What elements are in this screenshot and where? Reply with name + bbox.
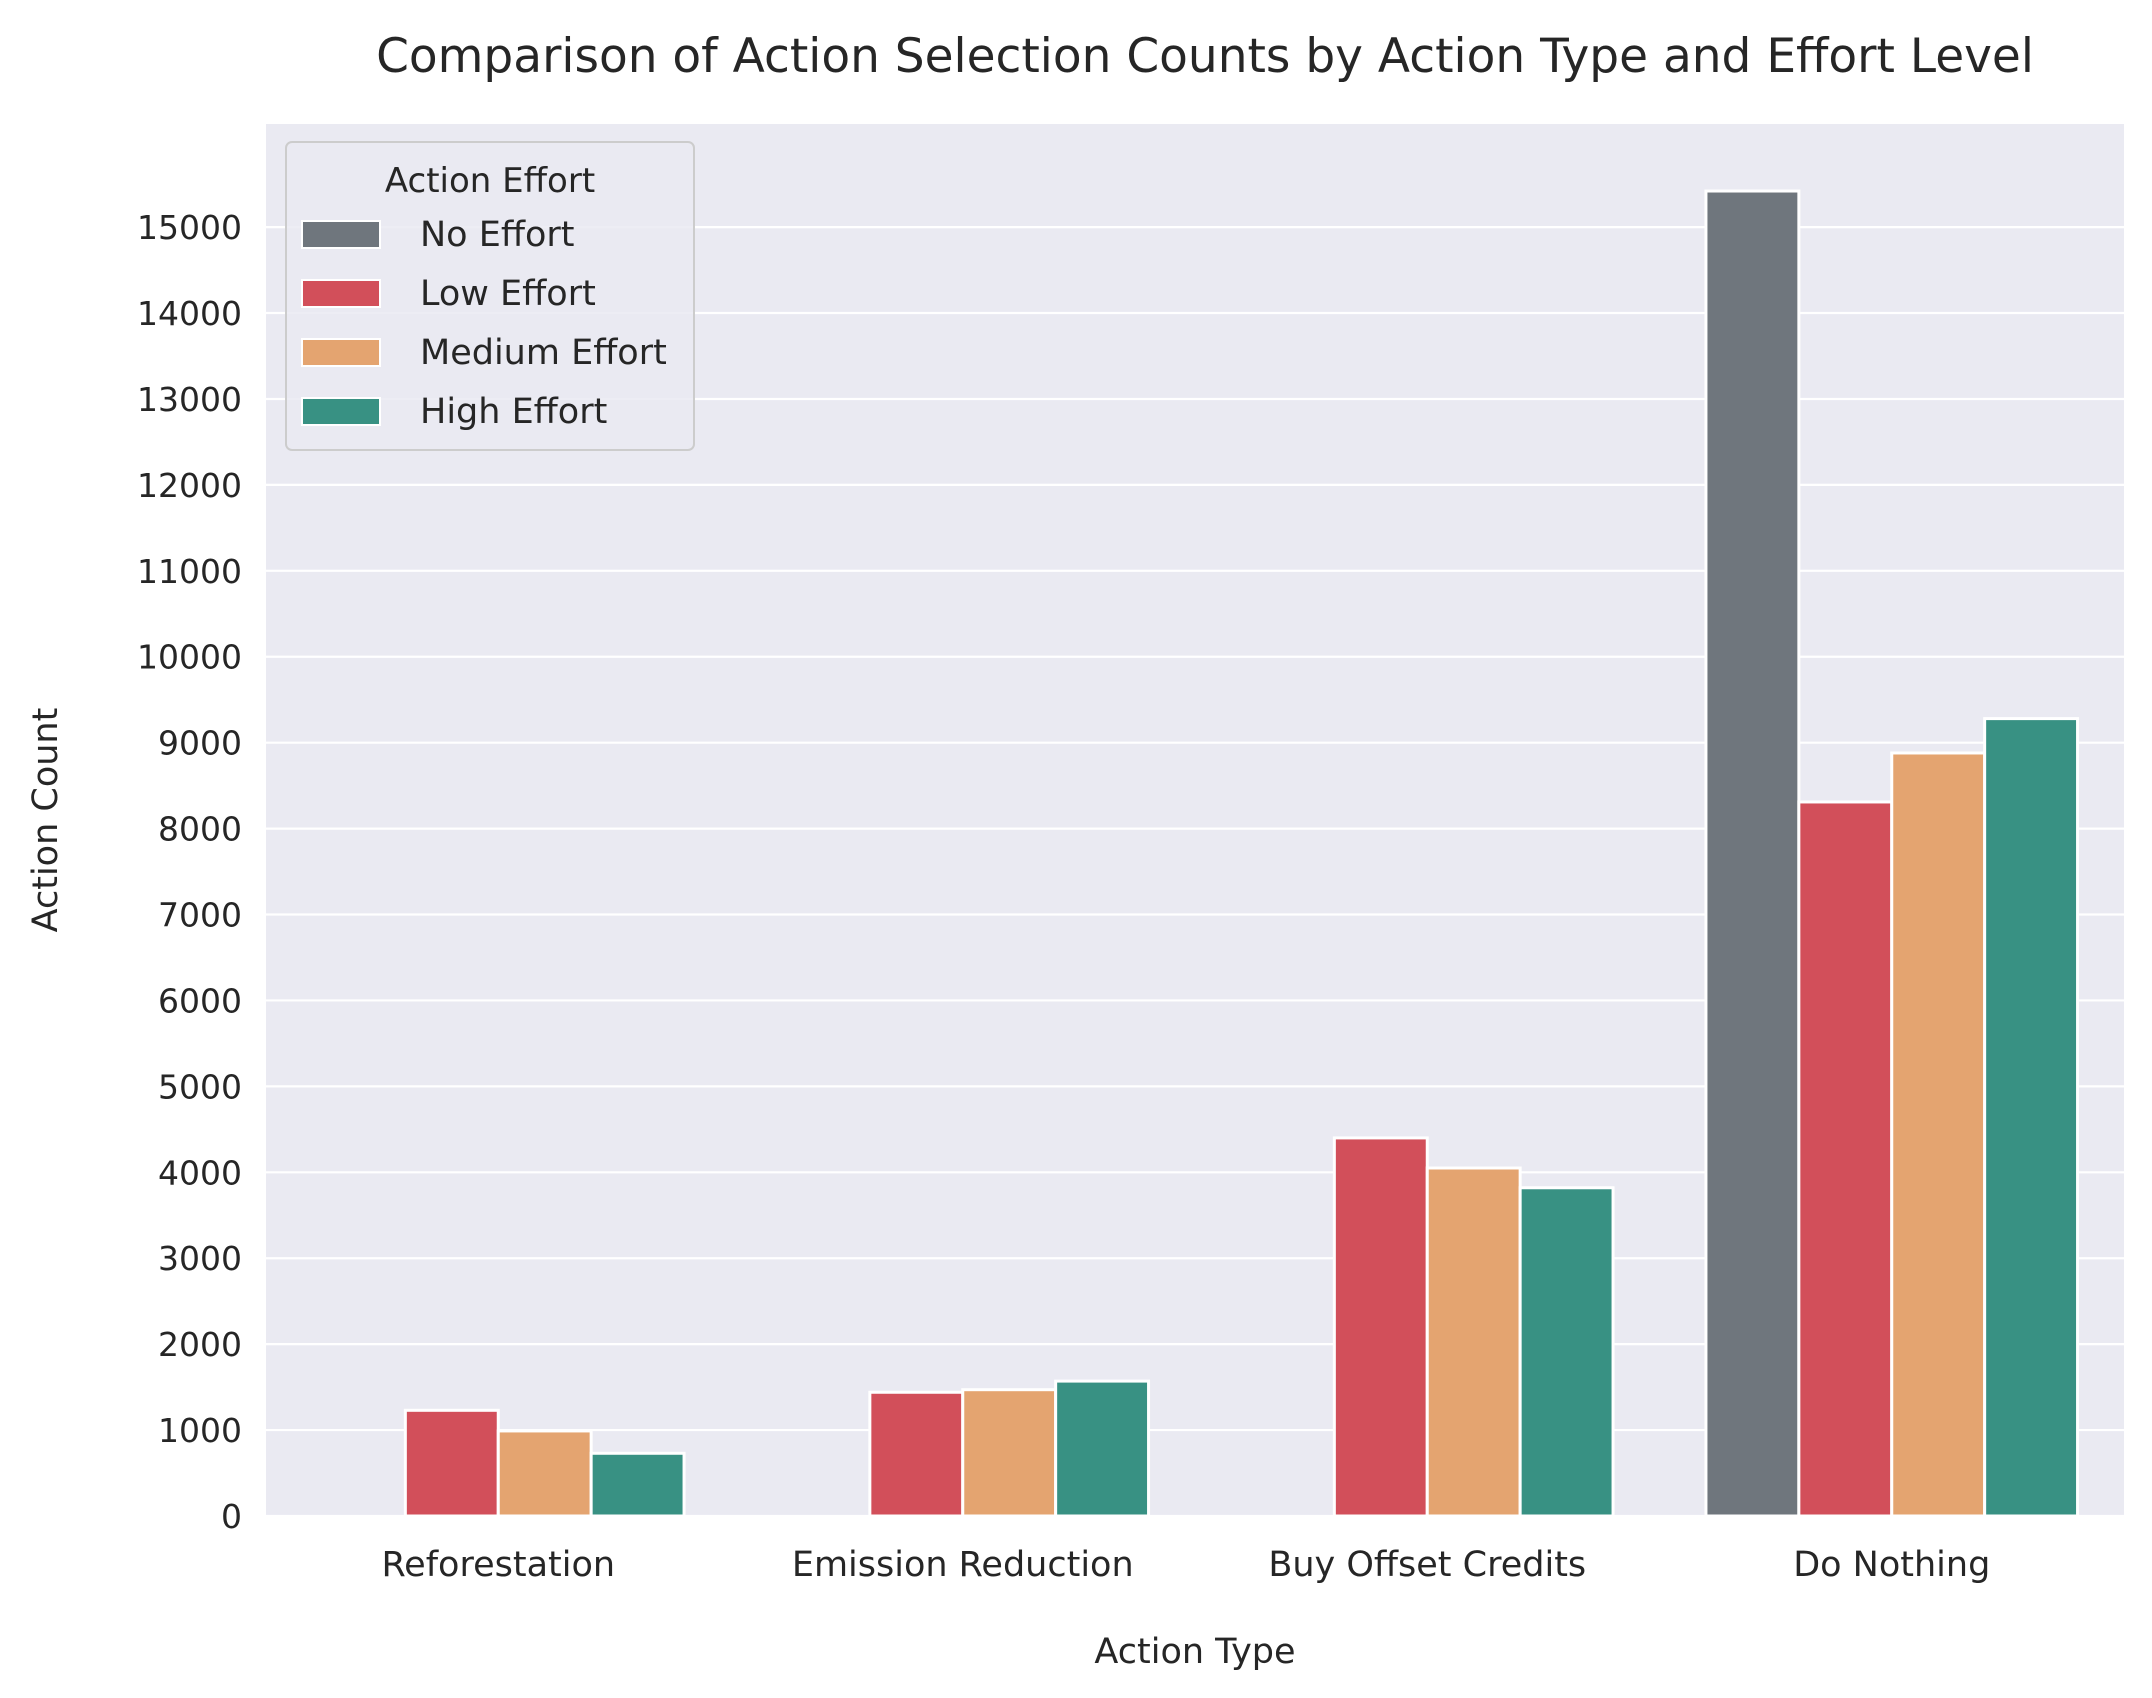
x-tick-label: Emission Reduction <box>792 1545 1134 1585</box>
bars <box>403 189 2080 1518</box>
bar-high-effort-emission-reduction <box>1054 1379 1151 1518</box>
bar-low-effort-do-nothing <box>1797 800 1894 1518</box>
bar-no-effort-do-nothing <box>1704 189 1801 1518</box>
legend-swatch <box>301 397 381 426</box>
y-tick-label: 3000 <box>158 1239 242 1278</box>
x-axis-label: Action Type <box>1094 1632 1295 1672</box>
x-tick-label: Buy Offset Credits <box>1268 1545 1586 1585</box>
y-tick-label: 11000 <box>137 552 242 591</box>
y-tick-label: 15000 <box>137 208 242 247</box>
legend-items: No Effort Low Effort Medium Effort High Eff… <box>301 215 667 432</box>
y-tick-label: 10000 <box>137 638 242 677</box>
chart-title: Comparison of Action Selection Counts by… <box>376 29 2034 84</box>
bar-medium-effort-emission-reduction <box>961 1388 1058 1518</box>
bar-medium-effort-buy-offset-credits <box>1425 1166 1522 1518</box>
legend-box <box>285 141 695 451</box>
y-axis-label: Action Count <box>26 708 66 933</box>
bar-medium-effort-do-nothing <box>1890 751 1987 1518</box>
bar-high-effort-reforestation <box>589 1451 686 1518</box>
legend-swatch <box>301 279 381 308</box>
y-tick-label: 8000 <box>158 810 242 849</box>
y-tick-label: 0 <box>221 1497 242 1536</box>
y-tick-label: 2000 <box>158 1325 242 1364</box>
legend-label: Medium Effort <box>420 333 667 373</box>
legend: Action Effort No Effort Low Effort Medium … <box>285 141 695 451</box>
y-tick-label: 7000 <box>158 896 242 935</box>
x-tick-label: Do Nothing <box>1793 1545 1990 1585</box>
legend-title: Action Effort <box>385 161 595 201</box>
y-tick-label: 9000 <box>158 724 242 763</box>
bar-low-effort-buy-offset-credits <box>1332 1136 1429 1518</box>
y-tick-label: 12000 <box>137 466 242 505</box>
y-tick-label: 6000 <box>158 981 242 1020</box>
bar-low-effort-emission-reduction <box>868 1390 965 1518</box>
bar-high-effort-do-nothing <box>1983 717 2080 1518</box>
y-tick-label: 14000 <box>137 294 242 333</box>
legend-swatch <box>301 338 381 367</box>
legend-label: No Effort <box>420 215 574 255</box>
legend-swatch <box>301 220 381 249</box>
y-tick-label: 5000 <box>158 1067 242 1106</box>
y-tick-label: 4000 <box>158 1153 242 1192</box>
grid-lines <box>266 226 2124 1518</box>
legend-label: Low Effort <box>420 274 596 314</box>
bar-high-effort-buy-offset-credits <box>1518 1186 1615 1518</box>
legend-label: High Effort <box>420 392 607 432</box>
y-tick-labels: 0 1000 2000 3000 4000 5000 6000 7000 8000 9000 100… <box>137 208 242 1536</box>
y-tick-label: 1000 <box>158 1411 242 1450</box>
x-tick-labels: Reforestation Emission Reduction Buy Offse… <box>381 1545 1990 1585</box>
x-tick-label: Reforestation <box>381 1545 615 1585</box>
bar-medium-effort-reforestation <box>496 1429 593 1518</box>
bar-low-effort-reforestation <box>403 1408 500 1518</box>
y-tick-label: 13000 <box>137 380 242 419</box>
